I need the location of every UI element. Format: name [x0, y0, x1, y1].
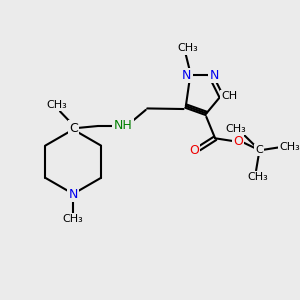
- Text: CH₃: CH₃: [279, 142, 300, 152]
- Text: CH₃: CH₃: [247, 172, 268, 182]
- Text: CH₃: CH₃: [225, 124, 246, 134]
- Text: O: O: [189, 144, 199, 158]
- Text: NH: NH: [114, 119, 132, 133]
- Text: CH₃: CH₃: [47, 100, 68, 110]
- Text: CH₃: CH₃: [177, 44, 198, 53]
- Text: C: C: [255, 145, 263, 155]
- Text: N: N: [68, 188, 78, 201]
- Text: CH: CH: [221, 91, 237, 101]
- Text: C: C: [69, 122, 77, 134]
- Text: CH₃: CH₃: [63, 214, 83, 224]
- Text: N: N: [182, 69, 191, 82]
- Text: O: O: [233, 135, 243, 148]
- Text: N: N: [210, 69, 219, 82]
